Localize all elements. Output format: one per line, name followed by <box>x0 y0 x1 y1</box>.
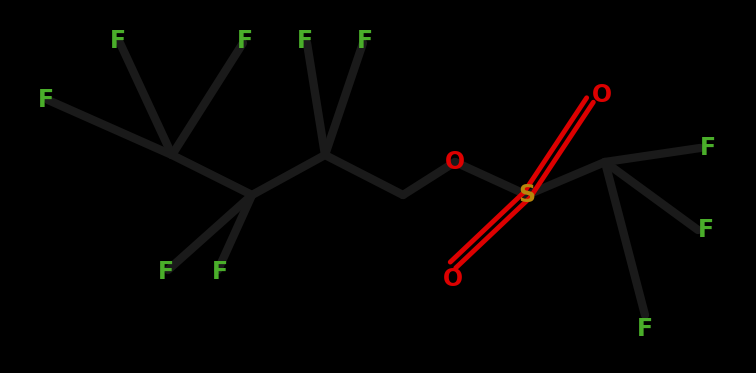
Text: O: O <box>443 267 463 291</box>
Text: F: F <box>297 29 313 53</box>
Text: O: O <box>592 83 612 107</box>
Text: F: F <box>357 29 373 53</box>
Text: F: F <box>698 218 714 242</box>
Text: F: F <box>637 317 653 341</box>
Text: F: F <box>158 260 174 284</box>
Text: F: F <box>700 136 716 160</box>
Text: F: F <box>110 29 126 53</box>
Text: O: O <box>445 150 465 174</box>
Text: F: F <box>212 260 228 284</box>
Text: S: S <box>519 183 535 207</box>
Text: F: F <box>237 29 253 53</box>
Text: F: F <box>38 88 54 112</box>
